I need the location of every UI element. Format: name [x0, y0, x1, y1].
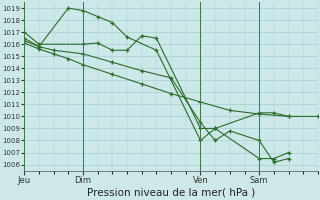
X-axis label: Pression niveau de la mer( hPa ): Pression niveau de la mer( hPa ) [87, 188, 255, 198]
